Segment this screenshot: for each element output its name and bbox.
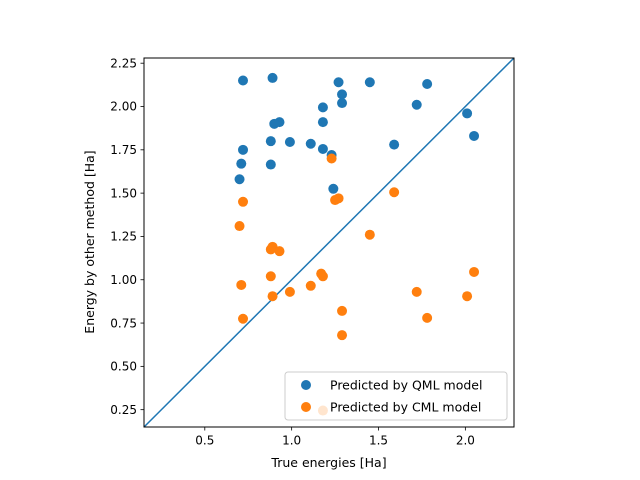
qml-data-point <box>364 77 375 88</box>
cml-data-point <box>274 246 285 257</box>
cml-data-point <box>234 221 245 232</box>
x-tick-label: 1.5 <box>369 434 388 448</box>
cml-data-point <box>265 271 276 282</box>
y-tick-label: 0.75 <box>110 316 137 330</box>
legend-marker-qml <box>301 380 311 390</box>
y-tick-label: 0.50 <box>110 360 137 374</box>
identity-reference-line <box>144 58 514 427</box>
legend: Predicted by QML model Predicted by CML … <box>284 371 508 421</box>
y-tick-label: 1.00 <box>110 273 137 287</box>
qml-data-point <box>337 98 348 109</box>
legend-box <box>284 371 508 421</box>
cml-data-point <box>330 195 341 206</box>
y-axis-label: Energy by other method [Ha] <box>82 150 97 333</box>
cml-data-point <box>265 244 276 255</box>
cml-data-point <box>238 196 249 207</box>
cml-data-point <box>238 313 249 324</box>
cml-data-point <box>389 187 400 198</box>
cml-data-point <box>469 266 480 277</box>
x-tick-label: 2.0 <box>456 434 475 448</box>
qml-data-point <box>269 118 280 129</box>
qml-data-point <box>238 75 249 86</box>
legend-marker-cml <box>301 402 311 412</box>
cml-data-point <box>364 229 375 240</box>
cml-data-point <box>305 280 316 291</box>
x-tick-label: 0.5 <box>195 434 214 448</box>
qml-data-point <box>238 144 249 155</box>
cml-data-point <box>317 271 328 282</box>
qml-data-point <box>317 143 328 154</box>
cml-data-point <box>267 291 278 302</box>
qml-data-point <box>389 139 400 150</box>
qml-data-point <box>265 159 276 170</box>
qml-data-point <box>236 158 247 169</box>
cml-data-point <box>337 305 348 316</box>
cml-data-point <box>284 286 295 297</box>
y-tick-label: 1.75 <box>110 143 137 157</box>
qml-data-point <box>337 89 348 100</box>
x-axis-label: True energies [Ha] <box>270 455 386 470</box>
qml-data-point <box>462 108 473 119</box>
points-layer <box>234 72 480 416</box>
cml-data-point <box>411 286 422 297</box>
qml-data-point <box>317 102 328 113</box>
qml-data-point <box>234 174 245 185</box>
series-qml <box>234 72 480 194</box>
qml-data-point <box>284 137 295 148</box>
y-tick-label: 0.25 <box>110 403 137 417</box>
plot-frame <box>143 57 515 428</box>
qml-data-point <box>317 117 328 128</box>
legend-label-cml: Predicted by CML model <box>330 400 481 415</box>
qml-data-point <box>411 99 422 110</box>
cml-data-point <box>236 279 247 290</box>
y-tick-label: 2.00 <box>110 100 137 114</box>
y-tick-label: 1.25 <box>110 230 137 244</box>
x-tick-label: 1.0 <box>282 434 301 448</box>
legend-label-qml: Predicted by QML model <box>330 378 482 393</box>
cml-data-point <box>337 330 348 341</box>
series-cml <box>234 153 480 416</box>
qml-data-point <box>265 136 276 147</box>
qml-data-point <box>267 72 278 83</box>
qml-data-point <box>305 138 316 149</box>
x-axis-ticks: 0.5 1.0 1.5 2.0 <box>195 427 475 448</box>
qml-data-point <box>469 130 480 141</box>
y-axis-ticks: 0.25 0.50 0.75 1.00 1.25 1.50 1.75 2.00 2.25 <box>110 56 144 417</box>
cml-data-point <box>422 312 433 323</box>
cml-data-point <box>326 153 337 164</box>
y-tick-label: 2.25 <box>110 56 137 70</box>
qml-data-point <box>333 77 344 88</box>
cml-data-point <box>462 291 473 302</box>
qml-data-point <box>422 78 433 89</box>
qml-data-point <box>328 183 339 194</box>
y-tick-label: 1.50 <box>110 186 137 200</box>
